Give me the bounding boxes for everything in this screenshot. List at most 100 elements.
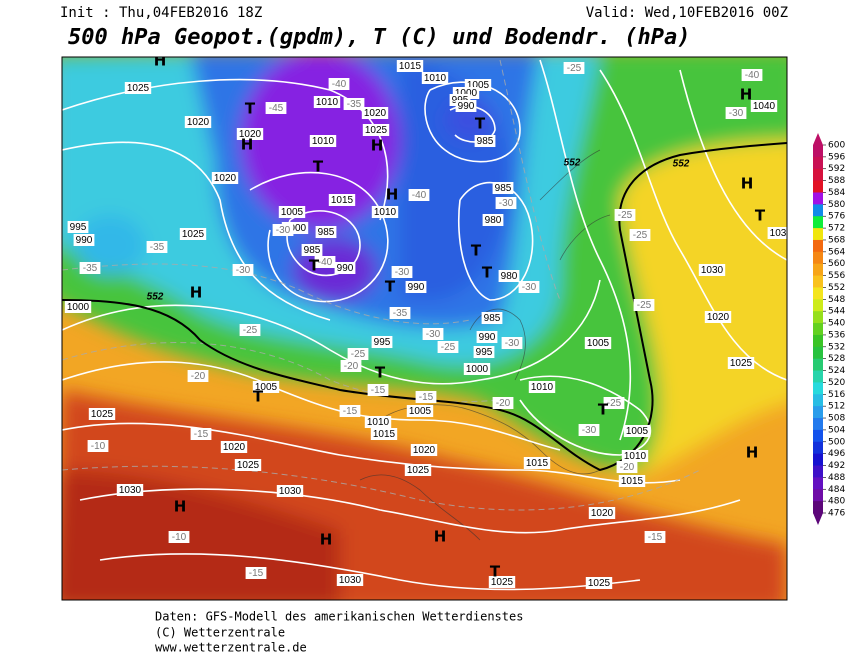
colorbar-tick-label: 588 (828, 176, 845, 186)
pressure-label: 1005 (467, 80, 490, 91)
pressure-center: T (309, 257, 320, 275)
pressure-label-box (498, 270, 520, 282)
pressure-label-box (334, 262, 356, 274)
colorbar-tick-label: 528 (828, 354, 845, 364)
colorbar-tick-label: 524 (828, 366, 845, 376)
temperature-label-box (265, 102, 287, 114)
pressure-label: 995 (476, 347, 493, 358)
pressure-label-box (481, 312, 503, 324)
temperature-label: -25 (637, 300, 652, 311)
valid-time: Valid: Wed,10FEB2016 00Z (586, 5, 788, 21)
colorbar-band (813, 501, 823, 514)
pressure-label: 1015 (621, 476, 644, 487)
colorbar-tick-label: 596 (828, 152, 845, 162)
contour-label: 552 (673, 159, 690, 170)
pressure-label: 990 (458, 101, 475, 112)
colorbar-band (813, 465, 823, 478)
pressure-center: H (371, 137, 384, 155)
pressure-label: 980 (485, 215, 502, 226)
temperature-label-box (391, 266, 413, 278)
temperature-label-box (239, 324, 261, 336)
colorbar-tick-label: 568 (828, 235, 845, 245)
pressure-label: 990 (337, 263, 354, 274)
temperature-label-box (187, 370, 209, 382)
colorbar-band (813, 418, 823, 431)
temperature-label: -25 (607, 398, 622, 409)
pressure-label-box (371, 206, 399, 218)
pressure-center: T (475, 115, 486, 133)
temperature-label-box (79, 262, 101, 274)
colorbar-tick-label: 584 (828, 188, 845, 198)
pressure-label: 1020 (223, 442, 246, 453)
pressure-label-box (116, 484, 144, 496)
pressure-center: T (471, 242, 482, 260)
temperature-label: -20 (191, 371, 206, 382)
pressure-label-box (88, 408, 116, 420)
colorbar-tick-label: 552 (828, 283, 845, 293)
pressure-label-box (184, 116, 212, 128)
pressure-label: 1025 (365, 125, 388, 136)
pressure-label: 1020 (214, 173, 237, 184)
pressure-label: 985 (495, 183, 512, 194)
pressure-center: H (386, 186, 399, 204)
pressure-label: 1025 (730, 358, 753, 369)
pressure-label: 1005 (626, 426, 649, 437)
colorbar-tick-label: 504 (828, 425, 845, 435)
temperature-label-box (87, 440, 109, 452)
temperature-label-box (168, 531, 190, 543)
temperature-label: -15 (194, 429, 209, 440)
pressure-label-box (236, 128, 264, 140)
temperature-label-box (644, 531, 666, 543)
temperature-label-box (347, 348, 369, 360)
temperature-label-box (437, 341, 459, 353)
pressure-label-box (336, 574, 364, 586)
colorbar-band (813, 323, 823, 336)
temperature-label-box (501, 337, 523, 349)
pressure-label: 1040 (753, 101, 776, 112)
temperature-label: -30 (505, 338, 520, 349)
temperature-label-box (633, 299, 655, 311)
temperature-label: -25 (618, 210, 633, 221)
pressure-center: H (434, 528, 447, 546)
pressure-center: H (241, 136, 254, 154)
pressure-label-box (727, 357, 755, 369)
pressure-label-box (455, 100, 477, 112)
pressure-center: H (174, 498, 187, 516)
colorbar-tick-label: 600 (828, 141, 845, 151)
pressure-label: 1010 (367, 417, 390, 428)
temperature-label-box (232, 264, 254, 276)
pressure-label-box (124, 82, 152, 94)
pressure-label-box (396, 60, 424, 72)
pressure-label-box (585, 577, 613, 589)
colorbar-band (813, 228, 823, 241)
temperature-label: -25 (351, 349, 366, 360)
pressure-label-box (370, 428, 398, 440)
temperature-label: -20 (620, 462, 635, 473)
pressure-label-box (301, 244, 323, 256)
colorbar-band (813, 263, 823, 277)
temperature-label: -30 (276, 225, 291, 236)
temperature-label-box (146, 241, 168, 253)
pressure-label: 1030 (701, 265, 724, 276)
temperature-label: -35 (150, 242, 165, 253)
pressure-label-box (364, 416, 392, 428)
pressure-label: 1020 (239, 129, 262, 140)
pressure-label-box (698, 264, 726, 276)
pressure-label-box (463, 363, 491, 375)
colorbar-tick-label: 560 (828, 259, 845, 269)
pressure-center: T (755, 207, 766, 225)
colorbar-tick-label: 508 (828, 414, 845, 424)
pressure-label: 1025 (182, 229, 205, 240)
temperature-label: -10 (91, 441, 106, 452)
pressure-label: 1005 (255, 382, 278, 393)
pressure-label-box (421, 72, 449, 84)
colorbar-band (813, 145, 823, 158)
colorbar-tick-label: 540 (828, 319, 845, 329)
pressure-label: 985 (304, 245, 321, 256)
temperature-label-box (578, 424, 600, 436)
colorbar-top-arrow (813, 133, 823, 145)
temperature-label-box (408, 189, 430, 201)
pressure-label-box (252, 381, 280, 393)
pressure-label-box (278, 206, 306, 218)
temperature-label: -15 (419, 392, 434, 403)
